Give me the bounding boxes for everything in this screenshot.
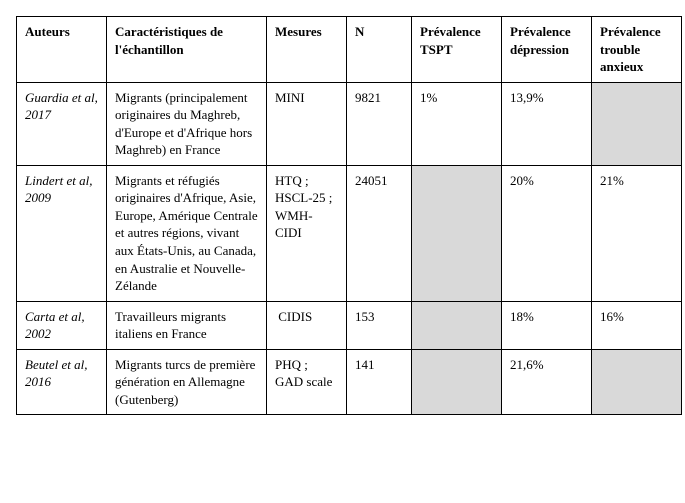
- cell-dep: 20%: [502, 165, 592, 301]
- table-row: Guardia et al,2017Migrants (principaleme…: [17, 82, 682, 165]
- cell-anx: 21%: [592, 165, 682, 301]
- cell-mesures: PHQ ;GAD scale: [267, 349, 347, 415]
- cell-caract: Migrants (principalement originaires du …: [107, 82, 267, 165]
- cell-dep: 18%: [502, 301, 592, 349]
- col-header-n: N: [347, 17, 412, 83]
- col-header-tspt: Prévalence TSPT: [412, 17, 502, 83]
- cell-n: 153: [347, 301, 412, 349]
- prevalence-table: Auteurs Caractéristiques de l'échantillo…: [16, 16, 682, 415]
- cell-mesures: CIDIS: [267, 301, 347, 349]
- col-header-caract: Caractéristiques de l'échantillon: [107, 17, 267, 83]
- cell-tspt: [412, 165, 502, 301]
- cell-tspt: [412, 301, 502, 349]
- cell-dep: 13,9%: [502, 82, 592, 165]
- table-body: Guardia et al,2017Migrants (principaleme…: [17, 82, 682, 415]
- cell-auteurs: Beutel et al, 2016: [17, 349, 107, 415]
- col-header-dep: Prévalence dépression: [502, 17, 592, 83]
- cell-caract: Travailleurs migrants italiens en France: [107, 301, 267, 349]
- col-header-auteurs: Auteurs: [17, 17, 107, 83]
- cell-anx: 16%: [592, 301, 682, 349]
- cell-dep: 21,6%: [502, 349, 592, 415]
- cell-tspt: 1%: [412, 82, 502, 165]
- cell-auteurs: Lindert et al, 2009: [17, 165, 107, 301]
- table-header-row: Auteurs Caractéristiques de l'échantillo…: [17, 17, 682, 83]
- col-header-anx: Prévalence trouble anxieux: [592, 17, 682, 83]
- cell-n: 24051: [347, 165, 412, 301]
- table-row: Carta et al, 2002Travailleurs migrants i…: [17, 301, 682, 349]
- table-row: Lindert et al, 2009Migrants et réfugiés …: [17, 165, 682, 301]
- cell-mesures: MINI: [267, 82, 347, 165]
- cell-anx: [592, 82, 682, 165]
- cell-n: 141: [347, 349, 412, 415]
- cell-n: 9821: [347, 82, 412, 165]
- cell-caract: Migrants turcs de première génération en…: [107, 349, 267, 415]
- cell-tspt: [412, 349, 502, 415]
- cell-auteurs: Guardia et al,2017: [17, 82, 107, 165]
- cell-anx: [592, 349, 682, 415]
- cell-caract: Migrants et réfugiés originaires d'Afriq…: [107, 165, 267, 301]
- cell-auteurs: Carta et al, 2002: [17, 301, 107, 349]
- cell-mesures: HTQ ;HSCL-25 ;WMH-CIDI: [267, 165, 347, 301]
- table-row: Beutel et al, 2016Migrants turcs de prem…: [17, 349, 682, 415]
- col-header-mesures: Mesures: [267, 17, 347, 83]
